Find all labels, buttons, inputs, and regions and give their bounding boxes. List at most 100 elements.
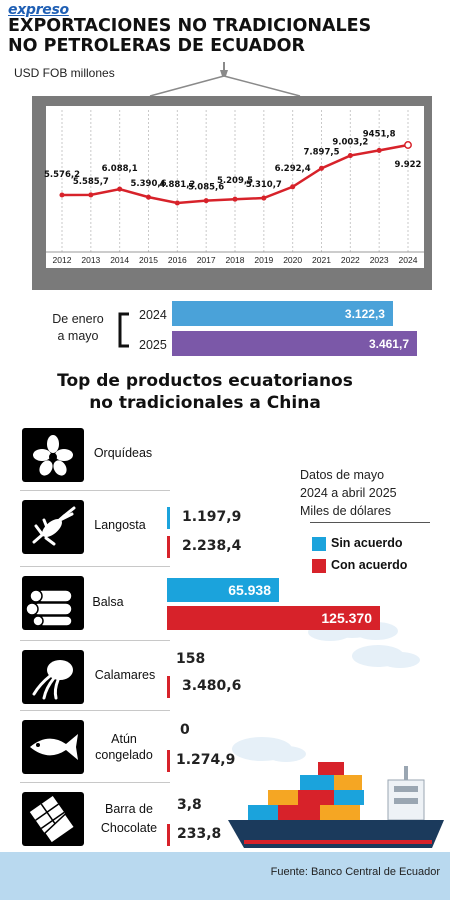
product-label-chocolate: Barra de Chocolate <box>88 800 170 838</box>
cargo-ship-icon <box>228 762 444 848</box>
product-label-balsa: Balsa <box>92 595 124 609</box>
section-title: Top de productos ecuatorianos no tradici… <box>0 370 410 414</box>
background-illustration <box>228 612 444 848</box>
sea-band <box>0 852 450 900</box>
bar-year-2025: 2025 <box>139 338 167 352</box>
data-label: 9.922 <box>395 160 422 170</box>
period-label-line-2: a mayo <box>57 329 99 343</box>
title-line-1: EXPORTACIONES NO TRADICIONALES <box>8 16 372 36</box>
product-label-atun-line-1: Atún <box>111 732 137 746</box>
x-tick-label: 2024 <box>399 255 418 265</box>
data-point <box>261 195 267 201</box>
x-tick-label: 2012 <box>53 255 72 265</box>
legend-label-sin-acuerdo: Sin acuerdo <box>331 536 403 550</box>
x-tick-label: 2014 <box>110 255 129 265</box>
x-tick-label: 2022 <box>341 255 360 265</box>
data-point <box>59 192 65 198</box>
data-label: 9.003,2 <box>332 138 368 148</box>
brand-logo: expreso <box>8 2 69 18</box>
series-points <box>59 141 412 206</box>
section-title-line-2: no tradicionales a China <box>89 393 321 413</box>
x-tick-label: 2013 <box>81 255 100 265</box>
period-label-line-1: De enero <box>52 312 104 326</box>
note-divider <box>310 522 430 523</box>
data-label: 5.585,7 <box>73 177 109 187</box>
data-point <box>318 165 325 171</box>
data-label: 5.390,6 <box>130 179 166 189</box>
row-divider <box>20 710 170 711</box>
bar-atun-con-acuerdo <box>167 750 170 772</box>
squid-icon <box>22 650 84 704</box>
data-label: 5.576,2 <box>44 170 80 180</box>
value-langosta-sin-acuerdo: 1.197,9 <box>182 509 242 525</box>
x-tick-label: 2019 <box>254 255 273 265</box>
container-hook-icon <box>149 62 301 97</box>
data-label: 4.881,2 <box>159 180 195 190</box>
bar-balsa-sin-acuerdo: 65.938 <box>167 578 280 602</box>
bar-balsa-con-acuerdo: 125.370 <box>167 606 380 630</box>
row-divider <box>20 782 170 783</box>
product-label-orquideas: Orquídeas <box>93 446 153 460</box>
legend-label-con-acuerdo: Con acuerdo <box>331 558 408 572</box>
value-atun-con-acuerdo: 1.274,9 <box>176 752 236 768</box>
note-line-1: Datos de mayo <box>300 468 385 482</box>
x-tick-label: 2018 <box>226 255 245 265</box>
title-line-2: NO PETROLERAS DE ECUADOR <box>8 36 305 56</box>
data-point <box>347 153 353 159</box>
value-chocolate-sin-acuerdo: 3,8 <box>177 797 202 813</box>
data-point <box>145 194 152 200</box>
bar-2025: 3.461,7 <box>172 331 417 356</box>
data-label: 6.292,4 <box>275 164 311 174</box>
product-label-chocolate-line-2: Chocolate <box>100 821 158 835</box>
bar-year-2024: 2024 <box>139 308 167 322</box>
period-label: De enero a mayo <box>38 311 118 345</box>
line-chart: 2012 2013 2014 2015 2016 2017 2018 2019 2020 2021… <box>32 62 432 290</box>
source-note: Fuente: Banco Central de Ecuador <box>270 866 440 878</box>
data-label: 5.085,6 <box>188 183 224 193</box>
chocolate-bar-icon <box>22 792 84 846</box>
data-point <box>376 147 382 153</box>
row-divider <box>20 640 170 641</box>
product-label-calamares: Calamares <box>94 668 156 682</box>
data-point <box>290 184 296 190</box>
note-line-3: Miles de dólares <box>300 504 392 518</box>
legend-swatch-sin-acuerdo <box>312 537 326 551</box>
data-point <box>117 186 123 192</box>
lobster-icon <box>22 500 84 554</box>
row-divider <box>20 566 170 567</box>
value-atun-sin-acuerdo: 0 <box>180 722 190 738</box>
x-tick-label: 2017 <box>197 255 216 265</box>
data-point <box>232 196 238 202</box>
product-label-atun: Atún congelado <box>88 731 160 763</box>
y-axis-unit-label: USD FOB millones <box>14 66 115 80</box>
x-tick-label: 2020 <box>283 255 302 265</box>
product-label-chocolate-line-1: Barra de <box>105 802 153 816</box>
value-calamares-con-acuerdo: 3.480,6 <box>182 678 242 694</box>
x-tick-label: 2015 <box>139 255 158 265</box>
page-title: EXPORTACIONES NO TRADICIONALES NO PETROL… <box>8 16 438 56</box>
row-divider <box>20 490 170 491</box>
section-title-line-1: Top de productos ecuatorianos <box>57 371 353 391</box>
x-tick-label: 2023 <box>370 255 389 265</box>
data-label: 5.310,7 <box>246 180 282 190</box>
x-axis-band <box>46 252 424 268</box>
data-label: 9451,8 <box>363 129 396 139</box>
bar-calamares-con-acuerdo <box>167 676 170 698</box>
bar-langosta-con-acuerdo <box>167 536 170 558</box>
balsa-logs-icon <box>22 576 84 630</box>
bar-2024: 3.122,3 <box>172 301 393 326</box>
x-tick-label: 2016 <box>168 255 187 265</box>
orchid-icon <box>22 428 84 482</box>
value-calamares-sin-acuerdo: 158 <box>176 651 206 667</box>
data-label: 5.209,5 <box>217 176 253 186</box>
data-labels: 5.576,25.585,7 6.088,1 5.390,64.881,25.085… <box>44 129 422 192</box>
bar-langosta-sin-acuerdo <box>167 507 170 529</box>
data-point <box>203 198 209 204</box>
data-point <box>404 141 412 149</box>
data-label: 7.897,5 <box>303 147 339 157</box>
bracket-icon <box>118 312 129 348</box>
data-note: Datos de mayo 2024 a abril 2025 Miles de… <box>300 466 440 520</box>
data-label: 6.088,1 <box>102 164 138 174</box>
value-chocolate-con-acuerdo: 233,8 <box>177 826 222 842</box>
value-langosta-con-acuerdo: 2.238,4 <box>182 538 242 554</box>
